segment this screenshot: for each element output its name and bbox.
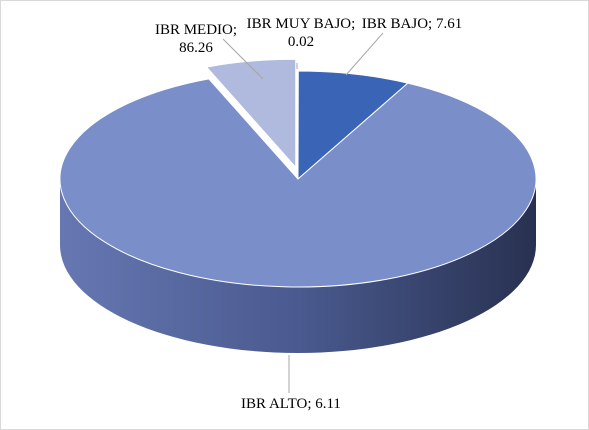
leader-line	[345, 32, 384, 76]
leader-lines	[222, 32, 384, 393]
data-label: IBR ALTO; 6.11	[241, 396, 341, 412]
pie-sides	[60, 179, 536, 353]
pie-tops	[59, 58, 537, 288]
data-label: IBR MEDIO; 86.26	[154, 22, 238, 56]
leader-line	[222, 38, 264, 80]
data-label: IBR MUY BAJO; 0.02	[246, 16, 356, 50]
data-label: IBR BAJO; 7.61	[361, 16, 463, 32]
pie-side	[60, 179, 536, 353]
pie-slice	[297, 70, 409, 181]
pie-slice	[205, 58, 297, 169]
pie-slice	[59, 78, 537, 288]
